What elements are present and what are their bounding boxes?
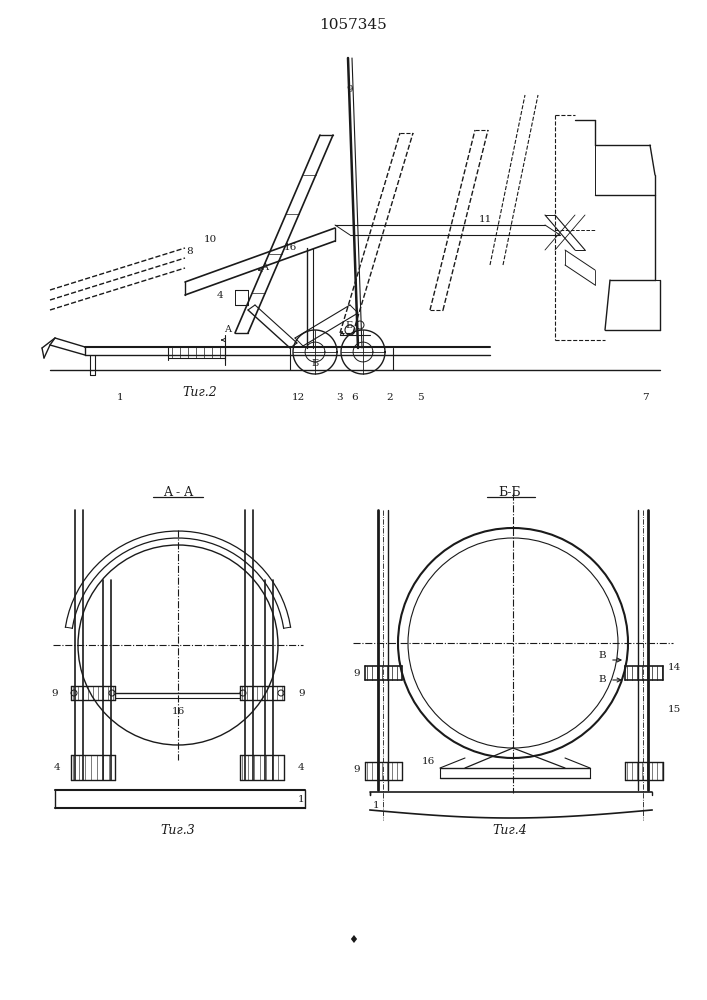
Text: 4: 4: [216, 290, 223, 300]
Text: A: A: [262, 263, 269, 272]
Text: 1: 1: [373, 800, 380, 810]
Text: 11: 11: [479, 216, 491, 225]
Text: Б: Б: [311, 359, 319, 367]
Text: 9: 9: [354, 766, 360, 774]
Text: 4: 4: [53, 764, 60, 772]
Text: 3: 3: [337, 393, 344, 402]
Text: Б: Б: [345, 320, 352, 330]
Text: 9: 9: [346, 86, 354, 95]
Text: 6: 6: [351, 393, 358, 402]
Text: A: A: [225, 326, 231, 334]
Text: 9: 9: [298, 688, 305, 698]
Text: 10: 10: [204, 235, 216, 244]
Text: A - A: A - A: [163, 486, 193, 498]
Text: 5: 5: [416, 393, 423, 402]
Text: В: В: [598, 676, 606, 684]
Text: 16: 16: [171, 708, 185, 716]
Text: 16: 16: [284, 243, 297, 252]
Text: 9: 9: [354, 668, 360, 678]
Text: 2: 2: [387, 393, 393, 402]
Text: 1: 1: [117, 393, 123, 402]
Text: 14: 14: [668, 662, 682, 672]
Text: Τиг.3: Τиг.3: [160, 824, 195, 836]
Text: Б-Б: Б-Б: [498, 486, 521, 498]
Text: 12: 12: [291, 393, 305, 402]
Text: 15: 15: [668, 706, 682, 714]
Text: 16: 16: [422, 758, 435, 766]
Text: 7: 7: [642, 393, 648, 402]
Text: Τиг.2: Τиг.2: [182, 386, 217, 399]
Text: ♦: ♦: [348, 935, 358, 945]
Text: 8: 8: [187, 247, 193, 256]
Text: 9: 9: [52, 688, 58, 698]
Text: 1057345: 1057345: [319, 18, 387, 32]
Text: 1: 1: [298, 796, 305, 804]
Text: Τиг.4: Τиг.4: [493, 824, 527, 836]
Text: В: В: [598, 650, 606, 660]
Text: 4: 4: [298, 764, 305, 772]
